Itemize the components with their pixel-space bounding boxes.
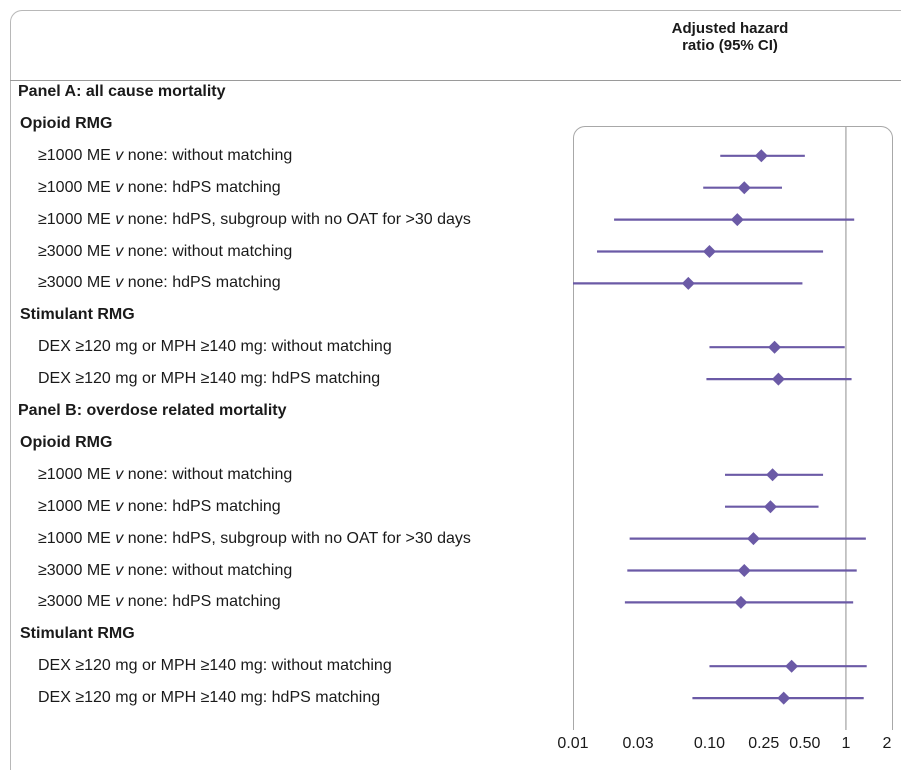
row-label-item: DEX ≥120 mg or MPH ≥140 mg: without matc… — [38, 337, 392, 357]
row-label-item: ≥3000 ME v none: hdPS matching — [38, 592, 281, 612]
row-label-prefix: ≥1000 ME — [38, 529, 116, 547]
row-label-item: ≥1000 ME v none: without matching — [38, 465, 292, 485]
row-label-prefix: ≥3000 ME — [38, 274, 116, 292]
hazard-ratio-marker — [737, 564, 751, 577]
row-label-prefix: ≥1000 ME — [38, 146, 116, 164]
row-label-versus: v — [115, 146, 124, 164]
row-label-item: ≥1000 ME v none: hdPS, subgroup with no … — [38, 529, 471, 549]
row-label-suffix: none: without matching — [123, 561, 293, 579]
row-label-item: DEX ≥120 mg or MPH ≥140 mg: without matc… — [38, 656, 392, 676]
table-frame — [10, 10, 901, 770]
row-label-prefix: DEX ≥120 mg or MPH ≥140 mg: hdPS matchin… — [38, 370, 381, 388]
row-label-suffix: none: without matching — [123, 146, 293, 164]
hazard-ratio-marker — [768, 340, 782, 354]
panel-heading: Panel A: all cause mortality — [18, 83, 226, 100]
x-tick-label: 0.10 — [694, 735, 725, 752]
hazard-ratio-marker — [737, 181, 751, 195]
row-label-suffix: none: hdPS, subgroup with no OAT for >30… — [123, 210, 471, 228]
hazard-ratio-marker — [771, 372, 785, 386]
row-label-prefix: DEX ≥120 mg or MPH ≥140 mg: without matc… — [38, 657, 392, 675]
x-tick-label: 1 — [841, 735, 850, 752]
section-heading: Opioid RMG — [20, 433, 113, 451]
forest-plot: 0.01 0.03 0.10 0.25 0.50 1 2 — [557, 127, 892, 752]
column-header: Adjusted hazard ratio (95% CI) — [630, 20, 830, 54]
section-heading: Opioid RMG — [20, 114, 113, 132]
row-label-item: ≥1000 ME v none: hdPS matching — [38, 497, 281, 517]
hazard-ratio-marker — [681, 276, 695, 290]
hazard-ratio-marker — [746, 532, 760, 546]
x-tick-label: 0.01 — [557, 735, 588, 752]
row-label-versus: v — [115, 561, 124, 579]
hazard-ratio-marker — [777, 691, 791, 705]
row-label-versus: v — [115, 465, 124, 483]
hazard-ratio-marker — [785, 659, 799, 673]
row-label-item: ≥1000 ME v none: hdPS matching — [38, 178, 281, 198]
row-label-item: DEX ≥120 mg or MPH ≥140 mg: hdPS matchin… — [38, 688, 380, 708]
row-label-prefix: DEX ≥120 mg or MPH ≥140 mg: without matc… — [38, 338, 392, 356]
hazard-ratio-marker — [702, 245, 716, 258]
panel-heading: Panel B: overdose related mortality — [18, 402, 287, 419]
row-label-versus: v — [115, 593, 124, 611]
column-header-line2: ratio (95% CI) — [682, 37, 778, 54]
row-label-item: ≥1000 ME v none: hdPS, subgroup with no … — [38, 210, 471, 230]
hazard-ratio-marker — [730, 213, 744, 227]
section-heading: Stimulant RMG — [20, 625, 135, 643]
row-label-prefix: ≥3000 ME — [38, 593, 116, 611]
row-label-prefix: ≥3000 ME — [38, 242, 116, 260]
row-label-prefix: DEX ≥120 mg or MPH ≥140 mg: hdPS matchin… — [38, 689, 381, 707]
row-label-suffix: none: without matching — [123, 465, 293, 483]
row-label-versus: v — [115, 178, 124, 196]
row-label-versus: v — [115, 242, 124, 260]
x-tick-label: 0.03 — [623, 735, 654, 752]
row-label-suffix: none: hdPS matching — [123, 178, 281, 196]
column-header-line1: Adjusted hazard — [671, 20, 789, 37]
row-label-prefix: ≥1000 ME — [38, 210, 116, 228]
row-label-prefix: ≥1000 ME — [38, 178, 116, 196]
row-label-versus: v — [115, 529, 124, 547]
x-tick-label: 0.50 — [789, 735, 820, 752]
row-label-versus: v — [115, 210, 124, 228]
row-label-versus: v — [115, 497, 124, 515]
row-label-item: ≥3000 ME v none: without matching — [38, 242, 292, 262]
row-label-item: ≥1000 ME v none: without matching — [38, 146, 292, 166]
header-divider — [10, 80, 901, 81]
section-heading: Stimulant RMG — [20, 306, 135, 324]
row-label-prefix: ≥1000 ME — [38, 465, 116, 483]
row-label-suffix: none: hdPS matching — [123, 593, 281, 611]
x-tick-label: 0.25 — [748, 735, 779, 752]
hazard-ratio-marker — [754, 149, 768, 163]
row-label-suffix: none: hdPS matching — [123, 497, 281, 515]
plot-area — [573, 126, 893, 730]
hazard-ratio-marker — [763, 500, 777, 514]
row-label-item: ≥3000 ME v none: hdPS matching — [38, 273, 281, 293]
hazard-ratio-marker — [734, 595, 748, 609]
row-label-prefix: ≥1000 ME — [38, 497, 116, 515]
row-label-item: DEX ≥120 mg or MPH ≥140 mg: hdPS matchin… — [38, 369, 380, 389]
row-label-suffix: none: without matching — [123, 242, 293, 260]
row-label-suffix: none: hdPS, subgroup with no OAT for >30… — [123, 529, 471, 547]
hazard-ratio-marker — [766, 468, 780, 482]
row-label-item: ≥3000 ME v none: without matching — [38, 561, 292, 581]
row-label-suffix: none: hdPS matching — [123, 274, 281, 292]
row-label-prefix: ≥3000 ME — [38, 561, 116, 579]
x-tick-label: 2 — [883, 735, 892, 752]
row-label-versus: v — [115, 274, 124, 292]
